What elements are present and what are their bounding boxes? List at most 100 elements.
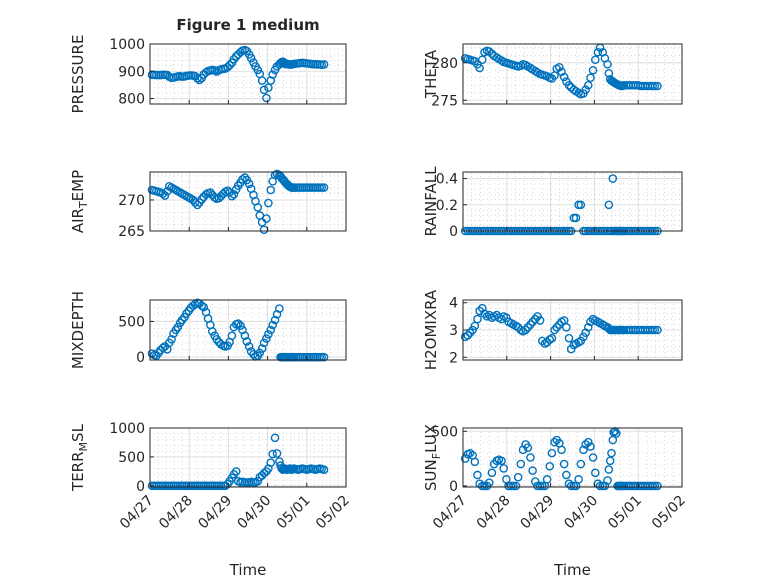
data-point [581, 85, 590, 95]
data-point [317, 183, 326, 192]
axes-frame [462, 427, 683, 488]
data-point [550, 437, 559, 447]
axes-frame [149, 299, 347, 361]
y-axis-label: TERRMSL [69, 423, 90, 492]
data-point [576, 200, 586, 210]
data-point [537, 481, 547, 491]
x-tick-label: 05/02 [313, 493, 353, 533]
data-point [468, 325, 477, 335]
y-axis-label: RAINFALL [422, 166, 440, 237]
data-point [650, 81, 660, 91]
data-point [246, 53, 256, 63]
data-point [502, 313, 511, 323]
data-point [535, 316, 545, 325]
data-point [511, 481, 521, 491]
x-tick-label: 05/01 [605, 493, 645, 533]
data-point [564, 333, 574, 343]
data-point [460, 454, 470, 463]
data-point [487, 468, 497, 478]
axes-background [462, 171, 683, 232]
data-point [223, 186, 232, 195]
data-point [562, 322, 571, 332]
data-point [270, 315, 280, 325]
data-point [236, 47, 245, 57]
data-point [253, 65, 263, 75]
y-tick-label: 500 [118, 450, 145, 466]
data-point [262, 93, 271, 103]
data-point [604, 68, 614, 78]
data-point [480, 309, 489, 318]
subplot-row2-left: 265 270 AIRTEMP [69, 169, 347, 240]
data-point [473, 470, 482, 480]
data-point [566, 481, 576, 491]
x-tick-label: 04/28 [156, 493, 196, 533]
data-point [257, 76, 267, 85]
data-point [595, 481, 605, 491]
x-tick-label: 05/01 [274, 493, 314, 533]
y-axis-label: THETA [422, 49, 440, 99]
data-point [477, 55, 487, 65]
data-point [574, 88, 583, 98]
data-point [579, 332, 588, 342]
data-point [171, 185, 181, 195]
y-tick-label: 1000 [109, 421, 145, 437]
data-point [562, 470, 571, 480]
y-tick-label: 280 [431, 56, 458, 72]
data-point [547, 448, 557, 458]
data-point [231, 467, 241, 476]
data-point [266, 185, 276, 195]
axes-frame [462, 43, 683, 105]
y-tick-label: 2 [449, 350, 458, 366]
data-point [475, 306, 484, 316]
x-tick-label: 04/29 [518, 493, 558, 533]
data-point [473, 314, 482, 324]
subplot-bottom-right: 0 500 04/27 04/28 04/29 04/30 05/01 05/02 Time SU… [422, 424, 689, 579]
data-point [272, 449, 282, 458]
data-point [264, 198, 273, 208]
y-tick-label: 275 [431, 93, 458, 109]
data-point [233, 319, 243, 328]
data-point [201, 190, 211, 199]
data-point [268, 70, 277, 79]
data-point [603, 59, 612, 69]
data-point [555, 62, 564, 72]
series-markers [147, 433, 329, 491]
data-point [593, 47, 603, 57]
data-point [583, 322, 593, 332]
data-point [244, 342, 254, 351]
data-point [552, 322, 562, 332]
data-point [173, 322, 183, 332]
data-point [184, 193, 194, 202]
data-point [581, 440, 590, 449]
subplot-top-left: 800 900 1000 PRESSURE Figure 1 medium [69, 16, 347, 113]
data-point [268, 320, 277, 330]
data-point [268, 449, 277, 459]
data-point [465, 328, 475, 338]
data-point [586, 73, 595, 83]
data-point [238, 175, 247, 184]
data-point [604, 200, 614, 210]
data-point [158, 343, 168, 353]
y-tick-label: 0 [136, 479, 145, 495]
data-point [608, 174, 618, 183]
data-point [167, 334, 176, 344]
y-tick-label: 500 [431, 424, 458, 440]
data-point [484, 47, 494, 56]
data-point [229, 190, 239, 199]
data-point [223, 62, 232, 72]
axes-background [149, 427, 347, 488]
data-point [266, 325, 276, 335]
data-point [588, 65, 598, 75]
data-point [579, 445, 588, 455]
series-markers [147, 298, 329, 362]
data-point [275, 304, 284, 313]
x-tick-label: 04/27 [117, 493, 157, 533]
data-point [583, 80, 593, 90]
data-point [244, 179, 254, 189]
axes-frame [149, 171, 347, 232]
data-point [259, 85, 269, 95]
data-point [319, 183, 329, 192]
y-axis-label: MIXDEPTH [69, 291, 87, 369]
data-point [499, 464, 509, 473]
